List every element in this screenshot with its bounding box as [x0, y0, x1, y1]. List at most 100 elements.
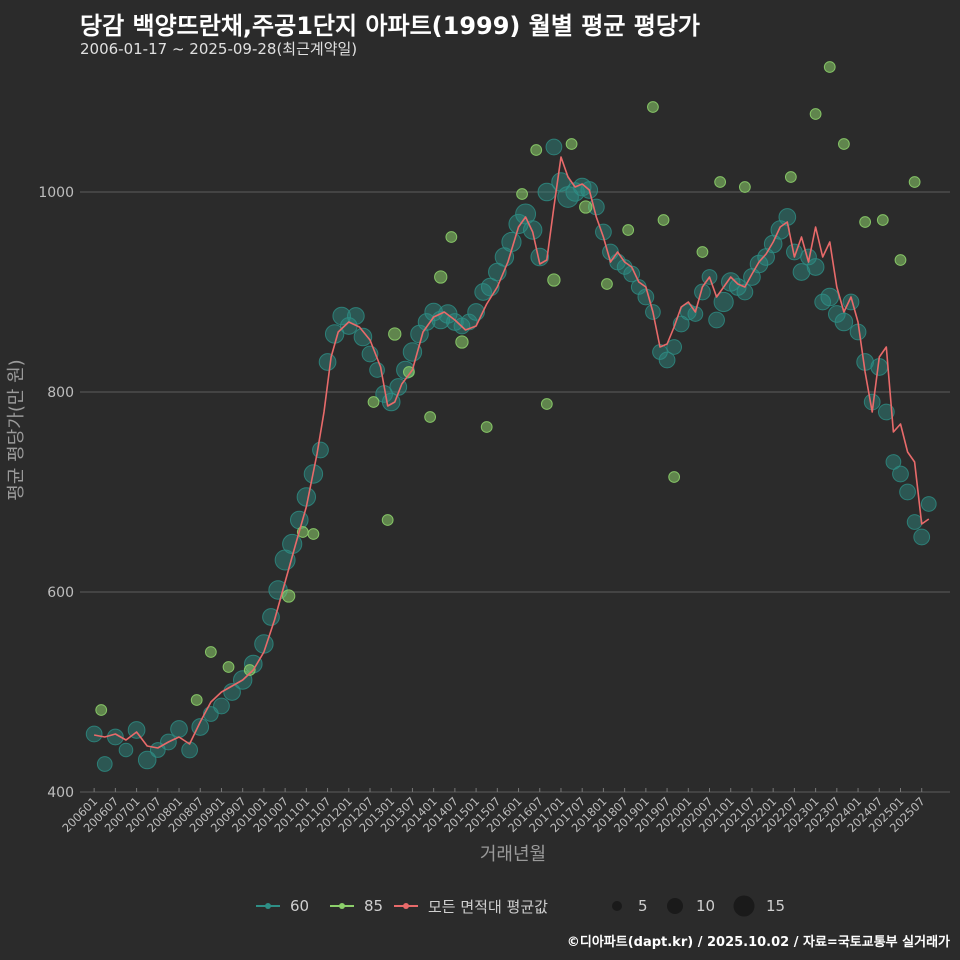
legend-size-label-15: 15: [766, 897, 786, 915]
legend-size-circle-15: [733, 895, 755, 917]
y-tick-label: 800: [47, 385, 74, 401]
series-60-point: [545, 138, 563, 156]
series-85-point: [445, 231, 458, 243]
series-85-point: [282, 589, 296, 603]
series-85-point: [480, 421, 493, 433]
y-tick-label: 400: [47, 785, 74, 801]
series-60-point: [877, 403, 895, 421]
series-60-point: [906, 514, 923, 530]
series-60-point: [118, 742, 134, 758]
series-60-point: [460, 313, 478, 331]
series-60-point: [318, 353, 337, 371]
legend-label-average: 모든 면적대 평균값: [428, 897, 548, 916]
legend-size-5: 5: [606, 895, 648, 917]
series-85-point: [95, 704, 108, 716]
legend-item-60: 60: [254, 895, 309, 917]
grid-lines: [80, 191, 950, 793]
legend-size-label-5: 5: [638, 897, 648, 915]
series-85-point: [823, 61, 836, 73]
legend-size-label-10: 10: [696, 897, 716, 915]
series-60-point: [332, 306, 351, 326]
series-85-point: [530, 144, 543, 156]
series-85-point: [859, 216, 872, 228]
legend-swatch-85: [330, 903, 354, 909]
series-85-point: [403, 366, 415, 378]
series-60-point: [885, 454, 902, 470]
series-85-point: [809, 108, 822, 120]
series-85-points: [95, 61, 921, 716]
series-85-point: [381, 514, 394, 526]
y-tick-labels: 400 600 800 1000: [38, 185, 74, 801]
x-tick-labels: 2006012006072007012007072008012008072009…: [59, 788, 928, 835]
chart-legend: 60 85 모든 면적대 평균값 5 10 15: [0, 895, 960, 919]
series-60-point: [658, 351, 676, 369]
series-85-point: [455, 335, 469, 349]
series-60-point: [806, 258, 825, 276]
legend-size-circle-5: [612, 901, 622, 911]
series-85-point: [243, 664, 256, 676]
series-60-point: [572, 177, 592, 197]
series-60-point: [282, 533, 303, 555]
series-60-point: [736, 283, 754, 301]
series-85-point: [516, 188, 528, 200]
series-60-point: [800, 248, 817, 266]
series-85-point: [434, 270, 448, 284]
series-60-point: [96, 756, 113, 772]
legend-label-60: 60: [290, 897, 310, 915]
average-line-path: [93, 156, 930, 749]
series-85-point: [647, 101, 659, 113]
series-60-point: [820, 287, 840, 307]
series-60-points: [85, 138, 937, 772]
series-60-point: [913, 528, 931, 546]
series-60-point: [694, 283, 711, 301]
legend-item-average: 모든 면적대 평균값: [392, 895, 548, 917]
series-60-point: [892, 465, 909, 483]
series-60-point: [687, 306, 704, 322]
series-85-point: [579, 200, 593, 214]
series-85-point: [190, 694, 203, 706]
series-85-point: [367, 396, 380, 408]
series-60-point: [262, 608, 280, 626]
y-axis-label: 평균 평당가(만 원): [6, 359, 27, 500]
legend-item-85: 85: [328, 895, 383, 917]
series-85-point: [540, 398, 553, 410]
series-60-point: [402, 342, 423, 362]
series-85-point: [565, 138, 578, 150]
chart-subtitle: 2006-01-17 ~ 2025-09-28(최근계약일): [80, 40, 358, 58]
legend-size-15: 15: [732, 895, 785, 917]
series-60-point: [213, 697, 230, 715]
series-60-point: [827, 305, 846, 323]
series-60-point: [713, 291, 734, 313]
legend-size-10: 10: [664, 895, 715, 917]
series-60-point: [792, 263, 811, 281]
y-tick-label: 600: [47, 585, 74, 601]
series-85-point: [894, 254, 907, 266]
series-85-point: [547, 273, 561, 287]
series-85-point: [388, 327, 402, 341]
series-60-point: [353, 327, 373, 347]
series-85-point: [222, 661, 235, 673]
series-60-point: [347, 307, 365, 325]
series-85-point: [738, 181, 751, 193]
y-tick-label: 1000: [38, 185, 74, 201]
series-60-point: [522, 220, 543, 240]
source-credit: ©디아파트(dapt.kr) / 2025.10.02 / 자료=국토교통부 실…: [566, 935, 950, 950]
series-85-point: [601, 278, 613, 290]
series-60-point: [467, 303, 485, 321]
series-85-point: [714, 176, 727, 188]
series-60-point: [920, 496, 937, 512]
series-60-point: [137, 750, 157, 770]
series-60-point: [85, 725, 103, 743]
series-60-point: [312, 441, 329, 459]
series-85-point: [424, 411, 437, 423]
legend-size-circle-10: [667, 898, 683, 914]
chart-title: 당감 백양뜨란채,주공1단지 아파트(1999) 월별 평균 평당가: [80, 12, 701, 40]
series-60-point: [708, 311, 725, 329]
series-60-point: [666, 339, 683, 355]
series-85-point: [204, 646, 217, 658]
series-60-point: [899, 483, 916, 501]
average-line: [93, 156, 930, 749]
series-60-point: [834, 312, 854, 332]
series-60-point: [637, 288, 655, 306]
